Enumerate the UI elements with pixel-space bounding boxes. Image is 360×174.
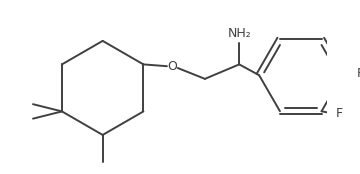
Text: NH₂: NH₂ — [228, 27, 251, 40]
Text: F: F — [357, 67, 360, 80]
Text: O: O — [167, 60, 177, 73]
Text: F: F — [336, 107, 343, 120]
